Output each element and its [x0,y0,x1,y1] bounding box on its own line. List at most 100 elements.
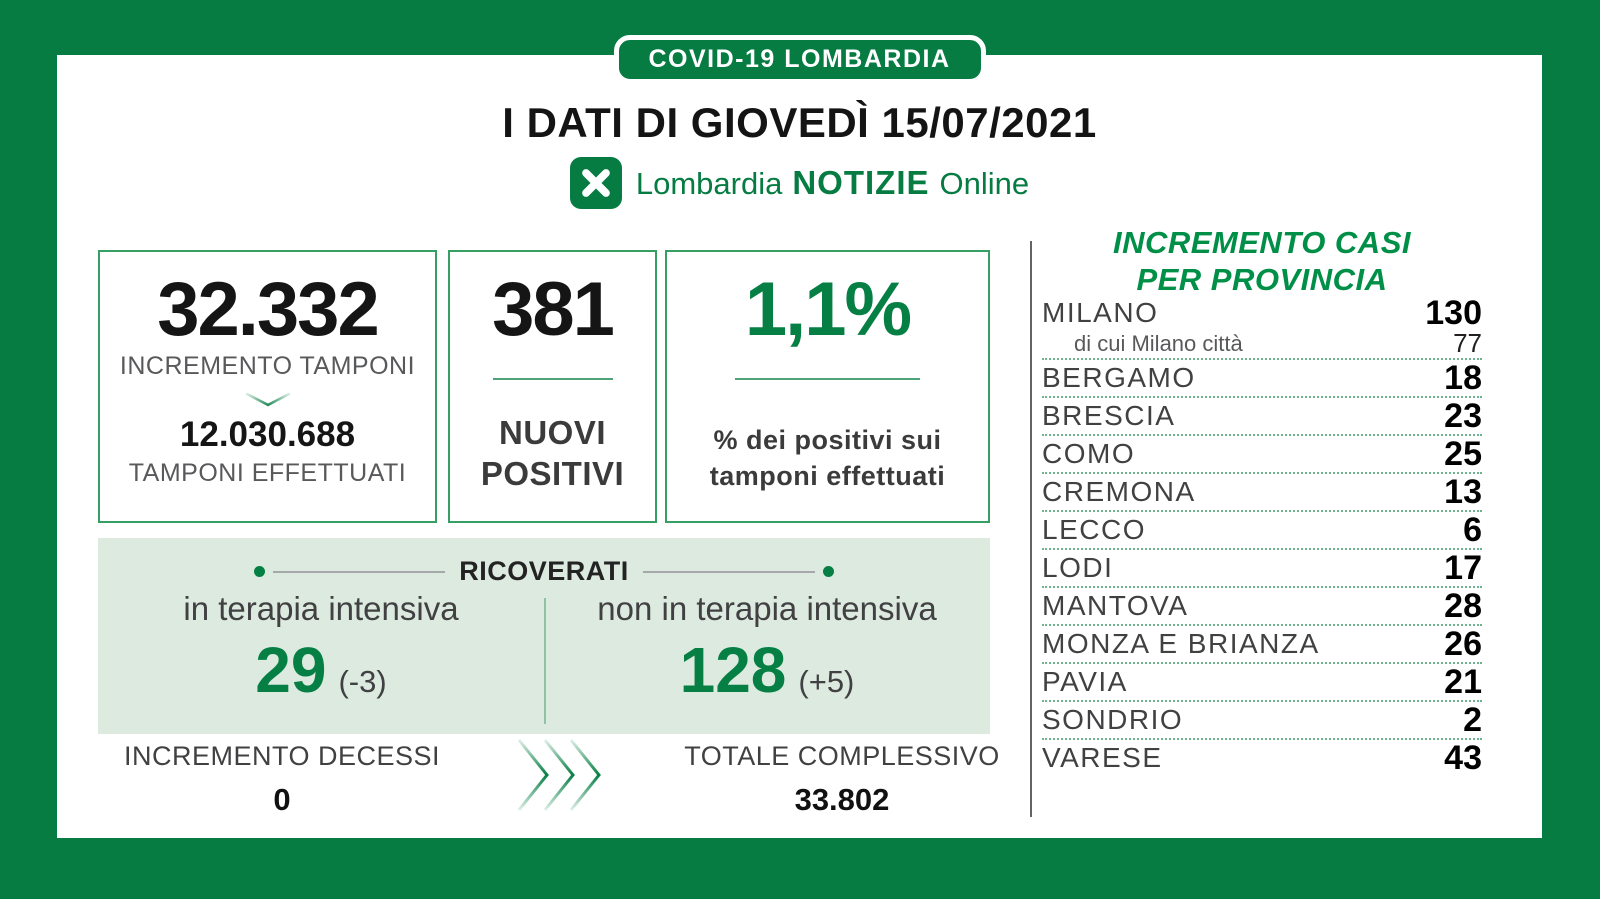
province-row: MONZA E BRIANZA 26 [1042,624,1482,664]
chevrons-right-icon [517,739,601,811]
panel-divider [544,598,546,724]
non-intensive-care-label: non in terapia intensiva [597,590,937,627]
nuovi-positivi-label: NUOVI POSITIVI [480,414,625,493]
province-row-main: SONDRIO 2 [1042,700,1482,739]
province-value: 26 [1444,624,1482,663]
province-row: CREMONA 13 [1042,472,1482,512]
tamponi-increment-label: INCREMENTO TAMPONI [119,352,416,380]
header-line [642,570,816,573]
intensive-care-delta: (-3) [338,664,387,699]
province-value: 13 [1444,472,1482,511]
province-name: MANTOVA [1042,590,1189,621]
province-name: MILANO [1042,297,1159,328]
province-name: LODI [1042,552,1114,583]
tamponi-increment-value: 32.332 [157,267,379,352]
bullet-dot-icon [254,566,265,577]
province-row: BERGAMO 18 [1042,358,1482,398]
province-row-main: BRESCIA 23 [1042,396,1482,435]
ricoverati-header: RICOVERATI [254,556,835,587]
province-row-main: LECCO 6 [1042,510,1482,549]
totale-value: 33.802 [794,782,890,817]
ricoverati-title: RICOVERATI [459,556,629,586]
percent-value: 1,1% [744,267,912,352]
province-row-main: MONZA E BRIANZA 26 [1042,624,1482,663]
province-column-divider [1030,241,1032,817]
decessi-block: INCREMENTO DECESSI 0 [117,741,447,818]
ricoverati-panel: RICOVERATI in terapia intensiva 29 (-3) … [98,538,990,734]
logo-text: Lombardia NOTIZIE Online [636,164,1029,202]
logo-region-label: Lombardia [635,166,783,201]
tamponi-total-label: TAMPONI EFFETTUATI [128,459,407,487]
province-value: 6 [1463,510,1482,549]
province-value: 130 [1425,293,1482,332]
province-value: 43 [1444,738,1482,777]
province-list: MILANO 130 di cui Milano città 77 BERGAMO 18 B… [1042,293,1482,777]
province-row: LECCO 6 [1042,510,1482,550]
province-row: VARESE 43 [1042,738,1482,777]
province-name: MONZA E BRIANZA [1042,628,1320,659]
province-row-main: COMO 25 [1042,434,1482,473]
province-title-line2: PER PROVINCIA [1136,261,1388,297]
province-title: INCREMENTO CASI PER PROVINCIA [1042,225,1482,298]
province-row-main: CREMONA 13 [1042,472,1482,511]
card-divider [735,378,920,380]
province-row: MILANO 130 di cui Milano città 77 [1042,293,1482,360]
province-row-main: MILANO 130 [1042,293,1482,332]
province-value: 25 [1444,434,1482,473]
province-sub-name: di cui Milano città [1074,330,1243,356]
province-sub-value: 77 [1453,328,1482,358]
intensive-care-block: in terapia intensiva 29 (-3) [98,590,544,702]
province-row-main: BERGAMO 18 [1042,358,1482,397]
province-name: BRESCIA [1042,400,1176,431]
province-name: COMO [1042,438,1136,469]
chevron-down-icon [245,392,290,407]
province-row: SONDRIO 2 [1042,700,1482,740]
non-intensive-care-block: non in terapia intensiva 128 (+5) [544,590,990,702]
non-intensive-care-values: 128 (+5) [544,638,990,702]
province-row-main: VARESE 43 [1042,738,1482,777]
percent-label: % dei positivi sui tamponi effettuati [709,425,946,492]
logo-online-label: Online [939,166,1030,201]
non-intensive-care-delta: (+5) [798,664,855,699]
intensive-care-value: 29 [255,634,327,706]
content-area: COVID-19 LOMBARDIA I DATI DI GIOVEDÌ 15/… [57,35,1542,838]
page-title: I DATI DI GIOVEDÌ 15/07/2021 [502,99,1097,146]
province-name: VARESE [1042,742,1163,773]
province-value: 18 [1444,358,1482,397]
totale-block: TOTALE COMPLESSIVO 33.802 [677,741,1007,818]
province-subrow: di cui Milano città 77 [1042,328,1482,358]
card-nuovi-positivi: 381 NUOVI POSITIVI [448,250,657,523]
province-value: 23 [1444,396,1482,435]
logo-brand-label: NOTIZIE [792,164,930,201]
province-name: PAVIA [1042,666,1128,697]
nuovi-positivi-value: 381 [492,267,615,352]
province-row: LODI 17 [1042,548,1482,588]
card-divider [492,378,613,380]
card-incremento-tamponi: 32.332 INCREMENTO TAMPONI 12.030.688 TAM… [98,250,437,523]
province-row: BRESCIA 23 [1042,396,1482,436]
province-name: SONDRIO [1042,704,1184,735]
intensive-care-values: 29 (-3) [98,638,544,702]
card-percentuale-positivi: 1,1% % dei positivi sui tamponi effettua… [665,250,990,523]
province-row: MANTOVA 28 [1042,587,1482,626]
lombardia-notizie-logo: Lombardia NOTIZIE Online [57,157,1542,209]
totale-label: TOTALE COMPLESSIVO [684,741,1000,771]
rosa-camuna-icon [569,157,622,209]
province-value: 2 [1463,700,1482,739]
non-intensive-care-value: 128 [679,634,787,706]
province-row-main: PAVIA 21 [1042,662,1482,701]
province-row: COMO 25 [1042,434,1482,474]
province-value: 17 [1444,548,1482,587]
tamponi-total-value: 12.030.688 [179,415,356,454]
bullet-dot-icon [823,566,835,577]
intensive-care-label: in terapia intensiva [183,590,459,627]
province-name: BERGAMO [1042,362,1196,393]
decessi-label: INCREMENTO DECESSI [123,741,441,771]
province-name: CREMONA [1042,476,1196,507]
province-title-line1: INCREMENTO CASI [1112,225,1411,260]
ricoverati-columns: in terapia intensiva 29 (-3) non in tera… [98,590,990,702]
province-value: 21 [1444,662,1482,701]
province-name: LECCO [1042,514,1146,545]
province-row-main: MANTOVA 28 [1042,587,1482,625]
